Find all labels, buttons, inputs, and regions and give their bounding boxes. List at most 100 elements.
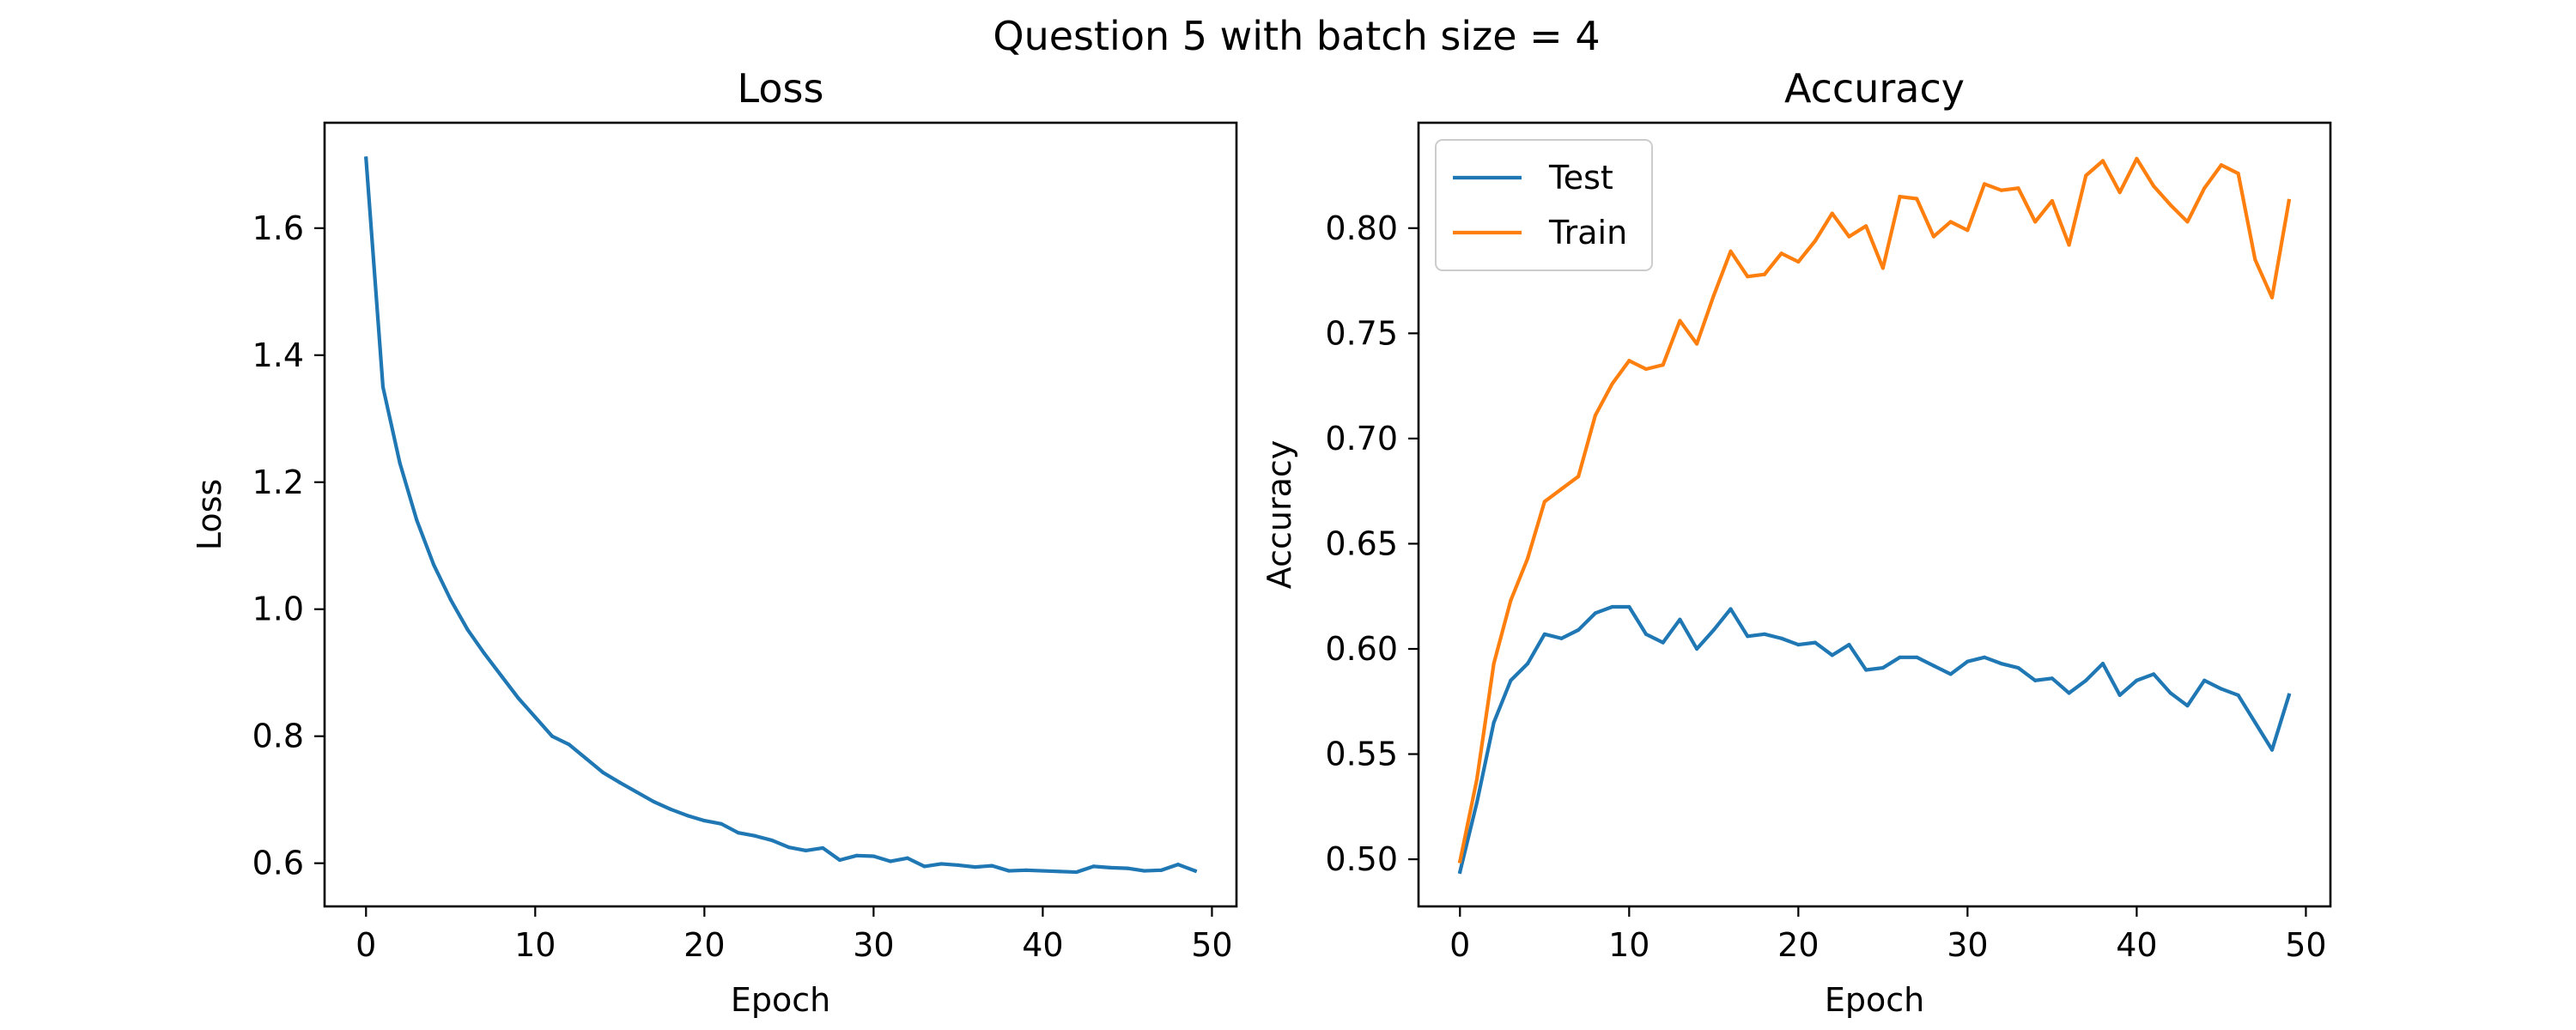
accuracy-test-point — [2236, 693, 2240, 698]
accuracy-train-point — [1492, 662, 1496, 666]
accuracy-test-point — [1982, 655, 1987, 659]
accuracy-train-point — [1474, 777, 1479, 782]
accuracy-train-point — [1695, 342, 1699, 346]
loss-x-tick-label: 50 — [1191, 926, 1232, 964]
loss-x-tick-label: 40 — [1022, 926, 1063, 964]
accuracy-test-point — [1728, 607, 1733, 611]
loss-series-0-point — [584, 756, 588, 760]
accuracy-test-point — [1898, 655, 1902, 659]
accuracy-test-point — [2016, 665, 2020, 670]
loss-series-0-point — [922, 864, 927, 869]
accuracy-test-point — [1559, 636, 1564, 640]
accuracy-test-point — [2067, 691, 2071, 695]
accuracy-test-point — [2168, 691, 2172, 695]
loss-series-0-point — [1193, 869, 1197, 873]
accuracy-y-tick-label: 0.65 — [1325, 524, 1398, 562]
loss-series-0-point — [1142, 869, 1146, 873]
accuracy-train-point — [1847, 234, 1851, 239]
loss-series-0-point — [1006, 869, 1012, 873]
accuracy-train-point — [2287, 198, 2291, 203]
accuracy-train-point — [1542, 500, 1546, 504]
accuracy-legend-label-test: Test — [1548, 159, 1613, 197]
loss-series-0-point — [1091, 864, 1096, 869]
accuracy-test-point — [1695, 646, 1699, 651]
accuracy-legend-box — [1435, 139, 1653, 271]
loss-series-0-point — [1176, 863, 1181, 867]
accuracy-test-point — [1610, 604, 1614, 609]
accuracy-test-point — [2219, 687, 2224, 691]
loss-series-0-point — [1024, 868, 1028, 872]
loss-y-tick-label: 0.8 — [252, 718, 304, 755]
loss-y-tick-label: 1.4 — [252, 336, 304, 374]
accuracy-train-point — [2117, 191, 2122, 195]
loss-series-0-point — [516, 696, 520, 700]
accuracy-test-point — [2202, 678, 2207, 682]
accuracy-test-point — [1779, 636, 1783, 640]
accuracy-train-point — [1746, 275, 1750, 279]
accuracy-test-point — [1627, 604, 1631, 609]
loss-series-0-point — [499, 674, 504, 678]
accuracy-test-point — [1931, 663, 1936, 668]
loss-series-0-point — [448, 597, 453, 602]
loss-series-0-point — [719, 821, 724, 826]
accuracy-test-point — [2185, 704, 2190, 708]
accuracy-test-point — [1643, 632, 1649, 636]
accuracy-series-lines — [1457, 156, 2292, 875]
accuracy-test-point — [1847, 642, 1851, 647]
accuracy-x-tick-label: 20 — [1777, 926, 1819, 964]
accuracy-train-point — [2033, 220, 2038, 224]
accuracy-test-point — [1948, 672, 1953, 676]
accuracy-x-tick-label: 50 — [2285, 926, 2326, 964]
accuracy-train-point — [1830, 211, 1834, 215]
accuracy-x-tick-label: 10 — [1608, 926, 1649, 964]
loss-series-0-point — [1109, 865, 1113, 869]
accuracy-test-point — [2100, 662, 2105, 666]
accuracy-test-line — [1457, 604, 2292, 875]
accuracy-y-tick-label: 0.55 — [1325, 736, 1398, 773]
loss-series-lines — [364, 156, 1198, 875]
loss-series-0-point — [1125, 866, 1130, 870]
accuracy-test-point — [1474, 800, 1479, 805]
accuracy-train-points — [1458, 156, 2291, 863]
loss-series-0-point — [1074, 869, 1078, 875]
accuracy-test-point — [1492, 720, 1496, 724]
loss-series-0-point — [431, 562, 436, 567]
loss-y-tick-label: 1.6 — [252, 209, 304, 247]
accuracy-test-point — [1965, 659, 1970, 663]
loss-series-0-point — [652, 799, 656, 804]
accuracy-train-point — [2152, 184, 2156, 188]
accuracy-train-point — [2236, 171, 2240, 176]
accuracy-chart-title: Accuracy — [1784, 65, 1965, 112]
accuracy-train-point — [1779, 251, 1783, 256]
loss-series-0-point — [736, 831, 740, 835]
accuracy-y-tick-label: 0.50 — [1325, 840, 1398, 878]
accuracy-chart: 0 10 20 30 40 50 0.50 0.55 0.60 0.65 0.70 0.75 0.80 A… — [1261, 65, 2332, 1019]
loss-series-0-point — [415, 518, 419, 523]
accuracy-test-point — [1593, 611, 1597, 615]
loss-series-0-point — [1058, 869, 1062, 874]
accuracy-train-point — [1813, 239, 1818, 243]
accuracy-train-point — [1577, 474, 1581, 479]
accuracy-train-point — [2269, 295, 2275, 300]
accuracy-train-point — [1796, 259, 1801, 264]
accuracy-axes-frame — [1417, 121, 2332, 908]
accuracy-legend-label-train: Train — [1548, 214, 1627, 251]
accuracy-train-point — [1559, 487, 1564, 491]
accuracy-test-point — [1999, 662, 2003, 666]
accuracy-train-point — [1982, 182, 1987, 186]
accuracy-test-point — [2253, 720, 2257, 724]
accuracy-x-tick-label: 0 — [1449, 926, 1470, 964]
accuracy-legend: Test Train — [1435, 139, 1653, 271]
accuracy-y-axis-label: Accuracy — [1261, 440, 1298, 590]
loss-x-axis-label: Epoch — [731, 981, 830, 1019]
loss-series-0-point — [804, 848, 808, 852]
loss-series-0-points — [364, 156, 1197, 875]
accuracy-test-point — [1509, 678, 1513, 682]
loss-chart: 0 10 20 30 40 50 0.6 0.8 1.0 1.2 1.4 1.6 Loss Epoch Lo… — [191, 65, 1238, 1019]
accuracy-train-point — [2185, 220, 2190, 224]
accuracy-test-point — [2269, 748, 2275, 752]
loss-series-0-point — [1159, 868, 1163, 872]
loss-y-tick-label: 1.2 — [252, 464, 304, 501]
loss-series-0-point — [567, 742, 571, 747]
loss-series-0-point — [364, 156, 368, 161]
